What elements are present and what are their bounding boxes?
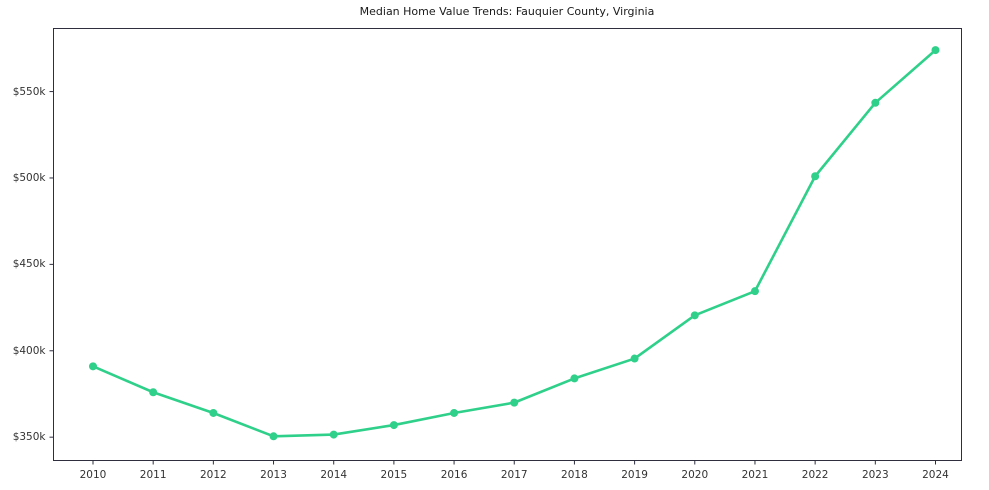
data-point-marker bbox=[450, 408, 459, 417]
data-point-marker bbox=[690, 311, 699, 320]
x-axis-tick-label: 2019 bbox=[621, 468, 648, 481]
y-axis-tick-label: $550k bbox=[12, 85, 46, 98]
chart-title: Median Home Value Trends: Fauquier Count… bbox=[359, 5, 655, 18]
y-axis-tick-label: $400k bbox=[12, 344, 46, 357]
data-point-marker bbox=[149, 388, 158, 397]
data-point-marker bbox=[510, 398, 519, 407]
data-point-marker bbox=[931, 46, 940, 55]
x-axis-tick-label: 2016 bbox=[440, 468, 468, 481]
data-point-marker bbox=[750, 287, 759, 296]
x-axis-tick-label: 2024 bbox=[922, 468, 949, 481]
x-axis-tick-label: 2013 bbox=[260, 468, 287, 481]
x-axis-tick-label: 2015 bbox=[380, 468, 408, 481]
trend-line bbox=[91, 48, 937, 438]
y-axis-tick-label: $450k bbox=[12, 258, 46, 271]
x-axis-tick-label: 2020 bbox=[681, 468, 709, 481]
x-axis-tick-label: 2018 bbox=[561, 468, 588, 481]
x-axis-tick-label: 2017 bbox=[500, 468, 528, 481]
data-point-marker bbox=[89, 362, 97, 371]
x-axis-tick-label: 2012 bbox=[199, 468, 227, 481]
y-axis-tick-label: $500k bbox=[12, 171, 46, 184]
x-axis-tick-label: 2011 bbox=[139, 468, 167, 481]
x-axis-tick-label: 2021 bbox=[741, 468, 769, 481]
x-axis-tick-label: 2022 bbox=[801, 468, 829, 481]
data-point-marker bbox=[209, 408, 218, 417]
data-point-marker bbox=[871, 98, 880, 107]
x-axis-tick-label: 2010 bbox=[79, 468, 107, 481]
data-point-marker bbox=[570, 374, 579, 383]
data-point-marker bbox=[269, 432, 278, 441]
data-point-marker bbox=[811, 172, 820, 181]
y-axis-tick-label: $350k bbox=[12, 431, 46, 444]
x-axis-tick-label: 2014 bbox=[320, 468, 348, 481]
data-point-marker bbox=[389, 421, 398, 430]
plot-border bbox=[53, 28, 962, 461]
x-axis-tick-label: 2023 bbox=[861, 468, 889, 481]
data-point-marker bbox=[329, 430, 338, 439]
data-point-marker bbox=[630, 354, 639, 363]
